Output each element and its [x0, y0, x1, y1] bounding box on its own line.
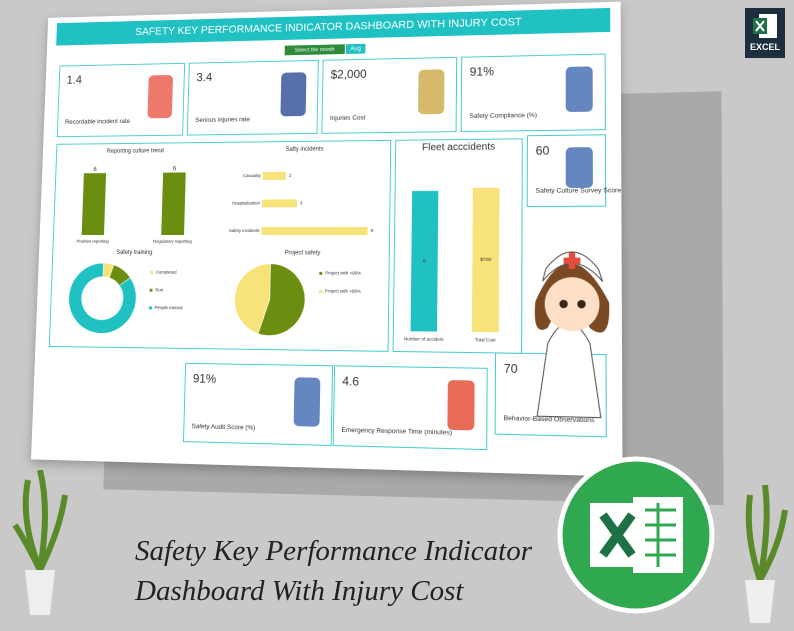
legend-label: Project with <95%: [325, 270, 361, 275]
plant-right: [745, 485, 788, 623]
chart-title: Project safety: [285, 250, 321, 256]
caption-line: Safety Key Performance Indicator: [135, 535, 533, 567]
category-label: Positive reporting: [76, 239, 109, 244]
dashboard-canvas: SAFETY KEY PERFORMANCE INDICATOR DASHBOA…: [31, 7, 622, 477]
category-label: Safety incidents: [229, 228, 260, 233]
title-bar: [56, 7, 611, 46]
value-label: 2: [289, 173, 292, 178]
excel-logo: EXCEL: [745, 8, 785, 58]
plant-left: [12, 470, 68, 615]
bar: [262, 171, 287, 180]
month-label-box: [284, 44, 345, 56]
kpi-value: 91%: [470, 66, 494, 79]
excel-badge: [557, 456, 715, 614]
bar: [471, 187, 500, 333]
nurse-body: [537, 322, 601, 417]
kpi-label: Recordable incident rate: [65, 118, 131, 126]
month-value[interactable]: Aug: [350, 46, 361, 52]
group: Reporting culture trend 6 Positive reporti…: [76, 148, 192, 244]
nurse-eye: [577, 299, 586, 309]
value-label: 9: [371, 228, 374, 233]
card: [187, 60, 318, 135]
nurse-eye: [559, 299, 568, 309]
kpi-icon: [418, 69, 445, 115]
kpi-value: $2,000: [331, 69, 367, 82]
kpi-label: Safety Compliance (%): [469, 112, 537, 120]
bar: [261, 199, 298, 208]
kpi-value: 4.6: [342, 376, 359, 389]
kpi-icon: [565, 147, 593, 189]
bar: [261, 227, 368, 235]
kpi-value: 70: [504, 363, 518, 376]
value-label: 6: [173, 166, 176, 172]
group: Safety training Completed Due People traine…: [67, 250, 183, 335]
kpi-label: Safety Audit Score (%): [192, 423, 256, 432]
category-label: Number of accident: [404, 336, 445, 342]
kpi-label: Behavior-Based Observations: [504, 415, 595, 425]
legend-swatch: [318, 271, 322, 275]
group: Project safety Project with <95% Project w…: [234, 250, 361, 336]
legend-label: People trained: [155, 305, 183, 310]
kpi-label: Serious injuries rate: [195, 116, 250, 124]
category-label: Total Cost: [475, 337, 497, 343]
kpi-icon: [293, 377, 321, 427]
legend-swatch: [318, 289, 322, 293]
dashboard: SAFETY KEY PERFORMANCE INDICATOR DASHBOA…: [30, 1, 623, 477]
kpi-icon: [447, 380, 475, 431]
kpi-label: Injuries Cost: [330, 115, 366, 123]
group: Fleet acccidents 6 Number of accident $700 T…: [404, 141, 500, 343]
nurse-face: [544, 277, 600, 332]
group: Safty incidents 2 Casuality 3 Hospitalizatio…: [229, 146, 374, 235]
chart-title: Fleet acccidents: [422, 141, 495, 153]
category-label: Casuality: [243, 173, 262, 178]
bar: [161, 172, 186, 235]
bar: [81, 173, 107, 235]
logo-label: EXCEL: [749, 42, 780, 52]
slice: [67, 263, 137, 334]
value-label: 6: [423, 258, 426, 264]
excel-icon: [753, 14, 777, 38]
slice: [109, 265, 131, 286]
value-label: $700: [480, 257, 492, 263]
kpi-value: 60: [536, 145, 550, 158]
kpi-label: Emergency Response Time (minutes): [341, 427, 452, 437]
card: [57, 63, 184, 136]
legend-swatch: [149, 288, 153, 292]
kpi-icon: [147, 74, 174, 119]
chart-title: Safty incidents: [285, 146, 323, 153]
slice: [257, 264, 305, 336]
legend-swatch: [149, 306, 152, 310]
caption-line: Dashboard With Injury Cost: [135, 575, 464, 607]
month-select[interactable]: [345, 43, 366, 54]
legend-label: Due: [155, 287, 164, 292]
month-label: Select the month: [295, 47, 335, 54]
kpi-icon: [565, 66, 593, 113]
legend-label: Completed: [156, 270, 177, 275]
kpi-value: 1.4: [66, 75, 82, 87]
kpi-icon: [280, 72, 307, 117]
kpi-value: 91%: [193, 373, 217, 386]
bar: [410, 190, 439, 332]
category-label: Regulatory reporting: [153, 239, 192, 244]
chart-title: Safety training: [116, 250, 152, 256]
category-label: Hospitalization: [232, 201, 261, 206]
kpi-label: Safety Culture Survey Score: [536, 187, 622, 195]
legend-label: Project with >95%: [325, 288, 361, 293]
kpi-value: 3.4: [196, 72, 213, 84]
chart-title: Reporting culture trend: [107, 148, 164, 155]
legend-swatch: [150, 271, 154, 275]
value-label: 6: [93, 167, 96, 173]
slice: [234, 264, 271, 334]
value-label: 3: [300, 200, 303, 205]
